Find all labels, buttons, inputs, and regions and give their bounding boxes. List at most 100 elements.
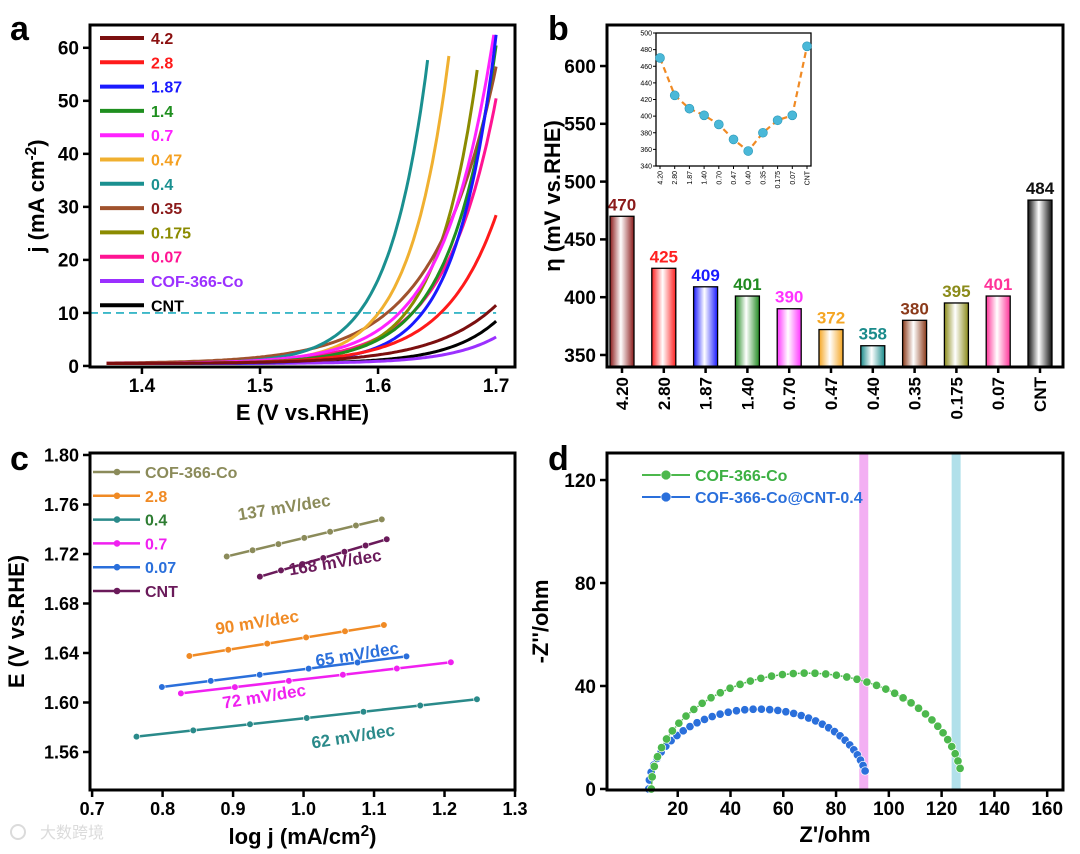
c-y-tick-label: 1.60 [44, 693, 79, 713]
legend-marker [660, 491, 672, 503]
nyquist-point [777, 670, 787, 680]
legend-label: COF-366-Co [695, 468, 788, 485]
legend-label: 1.87 [151, 80, 182, 97]
d-x-tick-label: 160 [1031, 799, 1063, 820]
nyquist-point [933, 721, 943, 731]
a-y-tick-label: 40 [58, 145, 79, 166]
panel-letter-c: c [10, 440, 29, 478]
nyquist-point [662, 734, 672, 744]
nyquist-point [756, 673, 766, 683]
x-axis-label-part: ) [369, 824, 376, 849]
legend-label: 0.4 [151, 177, 173, 194]
legend-marker [660, 469, 672, 481]
panel-d-nyquist-plot: 0 40 80 120 20 40 60 80 100 120 140 160 COF-366-Co CO… [528, 451, 1065, 847]
legend-marker [113, 516, 121, 523]
legend-label: 2.8 [151, 55, 173, 72]
nyquist-point [938, 728, 948, 738]
c-x-tick-label: 1.3 [502, 799, 527, 819]
tafel-point [319, 554, 327, 562]
nyquist-point [674, 718, 684, 728]
nyquist-point [871, 680, 882, 690]
legend-label: 0.07 [145, 560, 176, 577]
b-x-tick-label: CNT [1031, 376, 1050, 412]
tafel-point [378, 515, 386, 523]
inset-x-tick-label: 0.07 [790, 171, 797, 185]
tafel-point [207, 677, 215, 685]
a-y-tick-label: 10 [58, 304, 79, 325]
tafel-point [340, 548, 349, 556]
tafel-point [383, 535, 391, 543]
nyquist-point [748, 704, 758, 714]
nyquist-point [920, 709, 931, 719]
tafel-point [132, 733, 141, 741]
slope-label: 90 mV/dec [214, 607, 300, 639]
inset-point [772, 115, 783, 126]
nyquist-point [821, 669, 831, 679]
nyquist-point [715, 688, 725, 698]
legend-marker [113, 587, 121, 595]
nyquist-point [955, 763, 965, 773]
tafel-point [246, 720, 254, 728]
nyquist-point [860, 766, 870, 776]
nyquist-point [765, 705, 775, 715]
legend-marker [113, 540, 121, 547]
a-y-tick-label: 0 [68, 357, 79, 378]
tafel-point [277, 566, 285, 575]
nyquist-point [740, 705, 750, 715]
bar-value-label: 395 [942, 282, 970, 301]
inset-x-tick-label: CNT [805, 170, 812, 185]
c-x-tick-label: 1.2 [432, 799, 457, 819]
bar-2.80 [651, 267, 677, 368]
x-axis-label: log j (mA/cm2) [229, 823, 377, 850]
tafel-point [326, 528, 334, 536]
c-x-tick-label: 0.8 [150, 799, 175, 819]
d-x-tick-label: 60 [773, 799, 794, 820]
nyquist-point [781, 707, 791, 717]
d-x-tick-label: 100 [873, 799, 905, 820]
panel-letter-a: a [10, 10, 30, 48]
c-y-tick-label: 1.76 [44, 495, 79, 515]
tafel-point [231, 683, 239, 691]
tafel-point [189, 726, 197, 735]
vertical-band [859, 454, 869, 789]
nyquist-point [906, 698, 916, 708]
bar-value-label: 484 [1026, 179, 1055, 198]
nyquist-point [927, 715, 937, 725]
c-y-tick-label: 1.80 [44, 445, 79, 465]
a-y-tick-label: 20 [58, 251, 79, 272]
b-y-tick-label: 450 [564, 230, 596, 251]
d-y-tick-label: 120 [564, 471, 596, 492]
tafel-point [263, 639, 271, 648]
b-x-tick-label: 0.47 [822, 377, 841, 410]
inset-y-tick-label: 340 [640, 164, 652, 171]
inset-y-tick-label: 380 [640, 130, 652, 137]
nyquist-point [706, 693, 716, 703]
plot-frame [88, 23, 517, 369]
tafel-point [380, 621, 388, 629]
tafel-point [300, 534, 308, 542]
tafel-point [402, 652, 411, 660]
inset-point [787, 110, 798, 121]
a-y-tick-label: 30 [58, 198, 79, 219]
x-axis-label-part: log j (mA/cm [229, 824, 361, 849]
nyquist-point [723, 707, 733, 717]
plot-frame [605, 23, 1065, 369]
y-axis-label: j (mA cm-2) [23, 139, 50, 253]
nyquist-point [731, 706, 742, 716]
tafel-point [274, 540, 283, 548]
nyquist-point [699, 714, 710, 724]
bar-0.40 [860, 345, 886, 368]
inset-chart: 340 360 380 400 420 440 460 480 500 4.20 2.80 1.87 1… [640, 31, 812, 189]
c-y-tick-label: 1.64 [44, 643, 79, 663]
inset-y-tick-label: 360 [640, 147, 652, 154]
tafel-line-0.07 [161, 655, 407, 689]
nyquist-point [678, 726, 688, 736]
legend-label: 0.47 [151, 153, 182, 170]
nyquist-point [756, 704, 766, 714]
a-x-tick-label: 1.7 [483, 376, 509, 397]
bar-0.47 [818, 328, 844, 368]
legend-label: 2.8 [145, 489, 167, 506]
tafel-point [256, 573, 264, 581]
nyquist-point [943, 735, 953, 745]
b-x-tick-label: 4.20 [613, 377, 632, 410]
